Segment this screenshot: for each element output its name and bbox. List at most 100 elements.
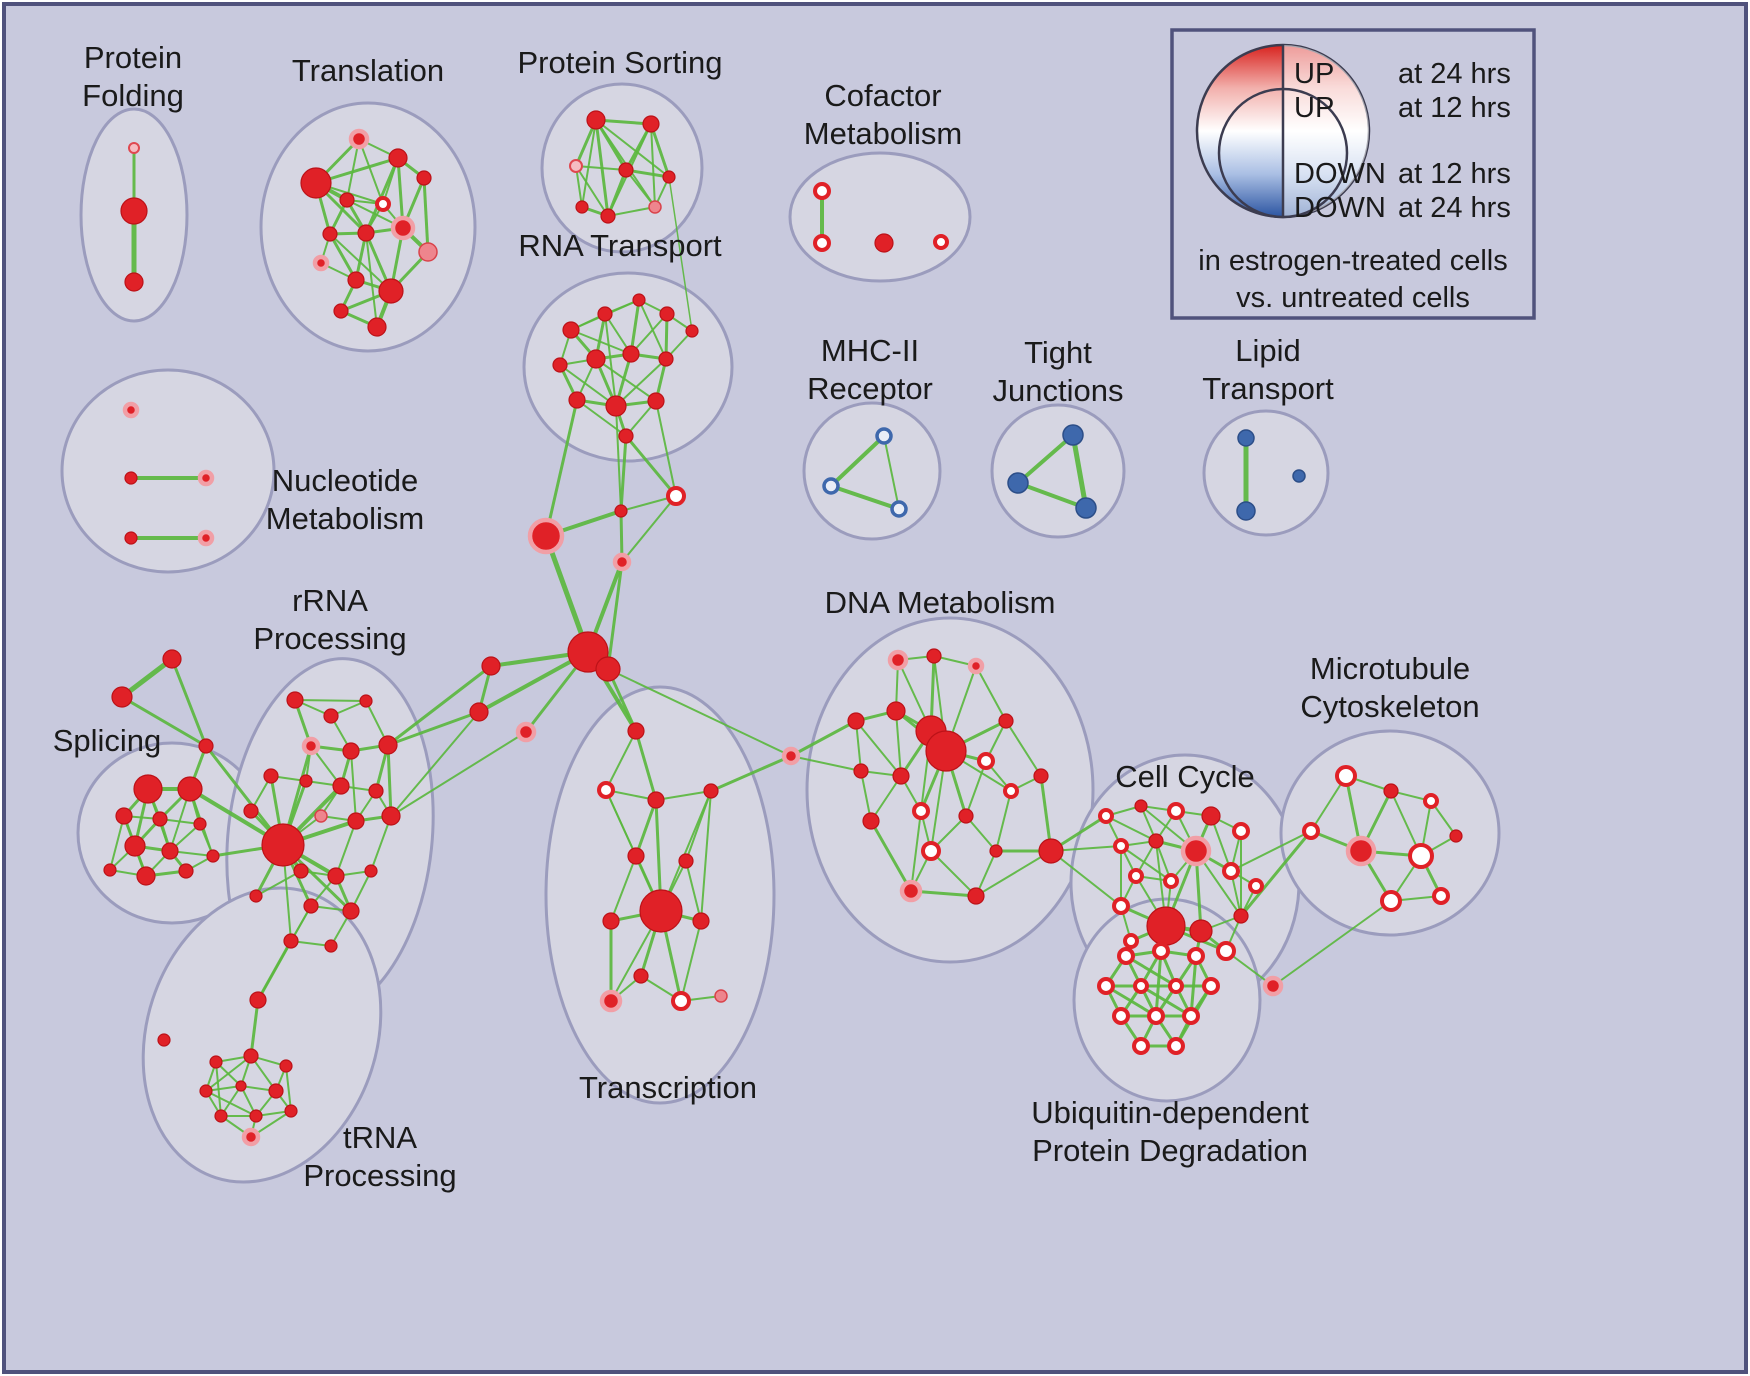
legend-time-label: at 24 hrs (1398, 192, 1511, 224)
network-edge (605, 730, 637, 791)
network-node-rrna (286, 691, 304, 709)
network-node-cellcycle (1189, 919, 1213, 943)
network-node-dna (1003, 783, 1019, 799)
network-edge (386, 710, 481, 747)
network-edge (335, 820, 357, 877)
network-node-trna (209, 1055, 223, 1069)
network-node-protein_folding (120, 197, 148, 225)
network-node-rna_transport (659, 306, 675, 322)
network-node-trna (243, 1048, 259, 1064)
network-node-cellcycle (1201, 806, 1221, 826)
network-edge (910, 810, 922, 892)
network-node-ubiquitin (1112, 1007, 1130, 1025)
network-node-translation (367, 317, 387, 337)
network-node-connectors (198, 738, 214, 754)
cluster-label-translation: Translation (292, 53, 444, 88)
network-node-dna (967, 887, 985, 905)
network-edge (680, 920, 702, 1002)
network-node-translation (300, 167, 332, 199)
network-node-rna_transport (562, 321, 580, 339)
network-edge (386, 743, 393, 818)
network-edge (544, 398, 579, 538)
cluster-label-dna: DNA Metabolism (825, 585, 1056, 620)
network-node-microtubule (1335, 765, 1357, 787)
network-node-cellcycle (1232, 822, 1250, 840)
network-node-splicing (177, 776, 203, 802)
network-node-rrna (249, 889, 263, 903)
network-edge (634, 798, 658, 858)
network-node-mhc (822, 477, 840, 495)
network-edge (249, 998, 260, 1058)
network-node-dna (862, 812, 880, 830)
legend-direction-label: DOWN (1294, 192, 1386, 224)
network-node-cellcycle (1134, 799, 1148, 813)
network-node-transcription (703, 783, 719, 799)
network-edge (1210, 815, 1232, 872)
network-node-protein_sorting (618, 162, 634, 178)
cluster-label-nucleotide: Nucleotide (272, 463, 418, 498)
network-node-trna (214, 1109, 228, 1123)
network-node-transcription (647, 791, 665, 809)
cluster-label-rrna: rRNA (292, 583, 368, 618)
network-edge (370, 815, 392, 872)
network-node-dna (998, 713, 1014, 729)
cluster-label-ubiquitin: Protein Degradation (1032, 1133, 1308, 1168)
network-node-rrna (364, 864, 378, 878)
network-node-mhc (890, 500, 908, 518)
network-edge (655, 790, 712, 801)
network-edge (386, 664, 493, 747)
network-node-protein_sorting (586, 110, 606, 130)
network-edge (629, 298, 641, 356)
legend-right-half-overlay (1283, 45, 1369, 217)
network-edge (390, 711, 480, 817)
network-edge (650, 123, 656, 208)
network-node-dna (892, 767, 910, 785)
cluster-label-lipid: Transport (1202, 371, 1334, 406)
network-node-trna (284, 1104, 298, 1118)
network-node-protein_folding (124, 272, 144, 292)
network-edge (581, 119, 597, 208)
network-edge (855, 720, 902, 777)
network-node-dna (977, 752, 995, 770)
network-node-trna (199, 1084, 213, 1098)
network-node-translation (348, 128, 370, 150)
network-node-rna_transport (647, 392, 665, 410)
network-edge (829, 484, 901, 511)
cluster-label-rna_transport: RNA Transport (518, 228, 722, 263)
network-node-rrna (342, 742, 360, 760)
cluster-label-cofactor: Cofactor (824, 78, 941, 113)
network-edge (975, 665, 1007, 722)
network-node-tight (1007, 472, 1029, 494)
network-node-microtubule (1345, 835, 1377, 867)
cluster-label-ubiquitin: Ubiquitin-dependent (1031, 1095, 1309, 1130)
network-node-ubiquitin (1132, 1037, 1150, 1055)
network-node-rrna (263, 768, 279, 784)
network-edge (328, 232, 358, 282)
cluster-label-nucleotide: Metabolism (266, 501, 425, 536)
network-node-rrna (261, 823, 305, 867)
network-node-microtubule (1302, 822, 1320, 840)
network-node-connectors (1262, 975, 1284, 997)
network-node-ubiquitin (1133, 978, 1149, 994)
network-node-connectors (1038, 838, 1064, 864)
network-node-ubiquitin (1182, 1007, 1200, 1025)
network-edge (965, 760, 987, 817)
network-edge (346, 138, 360, 201)
network-edge (255, 870, 302, 897)
network-node-cofactor (874, 233, 894, 253)
network-node-transcription (627, 847, 645, 865)
network-edge (1154, 949, 1163, 1018)
cluster-label-microtubule: Cytoskeleton (1300, 689, 1479, 724)
network-node-translation (416, 170, 432, 186)
network-node-rna_transport (632, 293, 646, 307)
cluster-label-cellcycle: Cell Cycle (1115, 759, 1255, 794)
network-edge (668, 176, 693, 332)
network-node-splicing (124, 835, 146, 857)
network-node-rna_transport (618, 428, 634, 444)
network-node-protein_sorting (662, 170, 676, 184)
network-node-connectors (527, 517, 565, 555)
network-node-cellcycle (1248, 878, 1264, 894)
network-node-dna (899, 879, 923, 903)
network-edge (285, 1065, 292, 1112)
network-node-rna_transport (685, 324, 699, 338)
